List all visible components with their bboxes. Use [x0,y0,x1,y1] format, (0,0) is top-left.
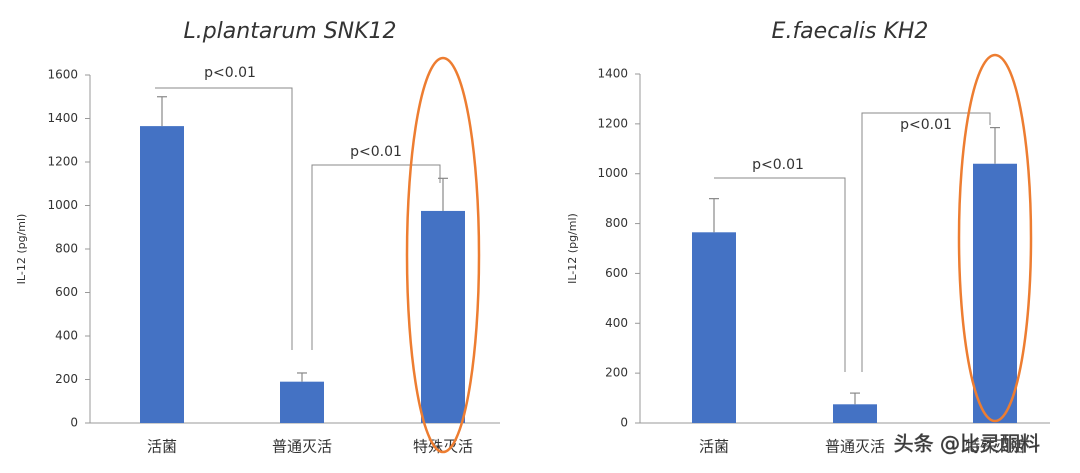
highlight-ellipse [405,56,481,454]
x-tick-label: 特殊灭活 [965,438,1025,456]
x-tick-label: 活菌 [147,438,177,456]
x-tick-label: 普通灭活 [272,438,332,456]
y-tick-label: 200 [605,366,628,380]
x-tick-label: 普通灭活 [825,438,885,456]
y-tick-label: 1400 [47,111,78,125]
y-tick-label: 400 [55,329,78,343]
y-tick-label: 1400 [597,67,628,81]
y-tick-label: 0 [70,416,78,430]
significance-label: p<0.01 [900,117,952,133]
y-tick-label: 200 [55,372,78,386]
bar [973,163,1017,423]
y-tick-label: 1000 [597,166,628,180]
y-tick-label: 0 [620,416,628,430]
significance-label: p<0.01 [752,157,804,173]
y-axis-label: IL-12 (pg/ml) [566,213,579,284]
chart-title: E.faecalis KH2 [772,19,929,44]
y-tick-label: 1000 [47,198,78,212]
significance-bracket [714,177,846,372]
bar [692,232,736,423]
bar [833,404,877,423]
y-tick-label: 1600 [47,68,78,82]
highlight-ellipse [957,53,1033,423]
y-axis-label: IL-12 (pg/ml) [15,214,28,285]
significance-label: p<0.01 [204,65,256,81]
x-tick-label: 活菌 [699,438,729,456]
significance-label: p<0.01 [350,144,402,160]
y-tick-label: 400 [605,316,628,330]
bar [280,381,324,423]
significance-bracket [155,87,293,350]
watermark: 头条 @比灵酮料 [894,432,1040,456]
x-tick-label: 特殊灭活 [413,438,473,456]
bar [140,126,184,424]
y-tick-label: 600 [55,285,78,299]
y-tick-label: 800 [605,216,628,230]
y-tick-label: 1200 [47,155,78,169]
chart-title: L.plantarum SNK12 [183,19,396,44]
significance-bracket [861,112,991,372]
y-tick-label: 800 [55,242,78,256]
y-tick-label: 1200 [597,116,628,130]
y-tick-label: 600 [605,266,628,280]
significance-bracket [311,164,441,350]
bar [421,210,465,423]
